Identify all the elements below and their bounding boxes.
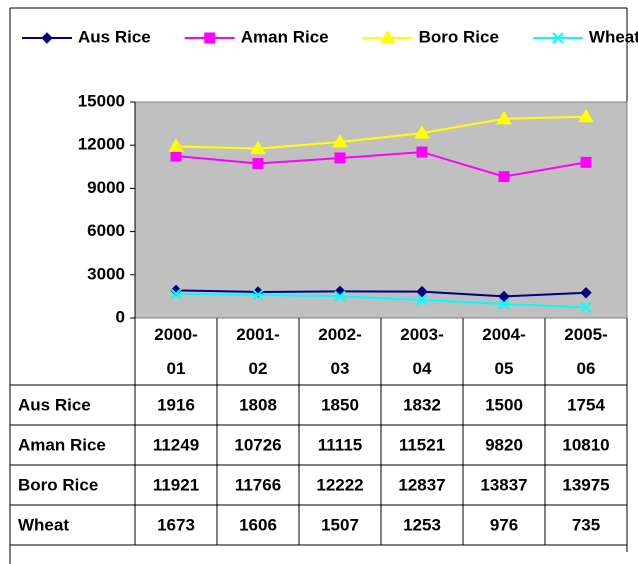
marker (498, 290, 510, 303)
table-value: 1606 (239, 515, 277, 534)
x-tick-label: 2000-01 (154, 325, 198, 378)
table-value: 13975 (562, 475, 609, 494)
table-value: 1253 (403, 515, 441, 534)
marker (578, 108, 594, 123)
y-tick-label: 12000 (78, 135, 125, 154)
marker (170, 150, 182, 162)
marker (552, 32, 564, 44)
marker (414, 125, 430, 139)
table-value: 11115 (318, 435, 362, 454)
table-value: 9820 (485, 435, 523, 454)
table-value: 1832 (403, 395, 441, 414)
row-label: Aman Rice (18, 435, 106, 454)
y-tick-label: 6000 (87, 221, 125, 240)
legend-label: Wheat (589, 27, 638, 46)
marker (334, 152, 346, 164)
x-tick-label: 2001-02 (236, 325, 280, 378)
x-tick-label: 2005-06 (564, 325, 608, 378)
marker (252, 289, 264, 301)
table-value: 1507 (321, 515, 359, 534)
marker (170, 284, 182, 297)
series-line (175, 292, 587, 309)
table-value: 11521 (399, 435, 445, 454)
y-tick-label: 3000 (87, 264, 125, 283)
table-value: 976 (490, 515, 518, 534)
marker (204, 32, 216, 44)
marker (580, 301, 592, 314)
marker (334, 290, 346, 303)
marker (332, 134, 348, 148)
marker (580, 287, 592, 299)
legend-label: Aus Rice (78, 27, 151, 46)
marker (250, 140, 266, 155)
y-tick-label: 15000 (78, 91, 125, 110)
table-value: 1808 (239, 395, 277, 414)
marker (580, 156, 592, 168)
table-value: 1673 (157, 515, 195, 534)
marker (170, 288, 182, 300)
marker (498, 298, 510, 310)
table-value: 11921 (153, 475, 199, 494)
marker (498, 171, 510, 183)
series-line (175, 115, 587, 150)
marker (41, 32, 53, 44)
table-value: 12837 (398, 475, 445, 494)
marker (416, 285, 428, 298)
series-line (175, 151, 587, 178)
marker (496, 110, 512, 125)
table-value: 13837 (480, 475, 527, 494)
x-tick-label: 2004-05 (482, 325, 526, 378)
marker (416, 294, 428, 306)
plot-area (134, 101, 628, 319)
legend-label: Aman Rice (241, 27, 329, 46)
y-tick-label: 9000 (87, 178, 125, 197)
marker (379, 30, 396, 44)
series-line (175, 289, 587, 298)
row-label: Wheat (18, 515, 69, 534)
table-value: 1754 (567, 395, 605, 414)
marker (168, 138, 184, 152)
row-label: Boro Rice (18, 475, 98, 494)
table-value: 11766 (235, 475, 281, 494)
table-value: 735 (572, 515, 600, 534)
x-tick-label: 2002-03 (318, 325, 362, 378)
table-value: 10810 (562, 435, 609, 454)
marker (252, 158, 264, 170)
x-tick-label: 2003-04 (400, 325, 444, 378)
row-label: Aus Rice (18, 395, 91, 414)
legend-label: Boro Rice (419, 27, 499, 46)
table-value: 12222 (316, 475, 363, 494)
table-value: 1916 (157, 395, 195, 414)
marker (416, 146, 428, 158)
table-value: 11249 (153, 435, 199, 454)
table-value: 10726 (234, 435, 281, 454)
table-value: 1850 (321, 395, 359, 414)
table-value: 1500 (485, 395, 523, 414)
y-tick-label: 0 (116, 307, 125, 326)
